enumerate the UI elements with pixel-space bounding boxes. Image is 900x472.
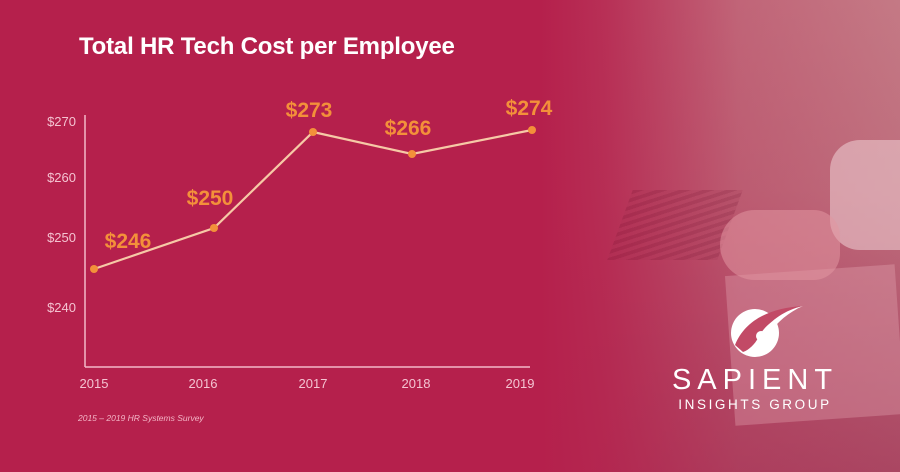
data-labels: $246 $250 $273 $266 $274 bbox=[105, 97, 553, 253]
y-tick-label: $240 bbox=[47, 300, 76, 315]
x-tick-label: 2018 bbox=[402, 376, 431, 391]
data-point-2019 bbox=[528, 126, 536, 134]
x-tick-label: 2017 bbox=[299, 376, 328, 391]
x-tick-label: 2019 bbox=[506, 376, 535, 391]
data-label-2016: $250 bbox=[187, 187, 234, 210]
data-point-2017 bbox=[309, 128, 317, 136]
data-point-2016 bbox=[210, 224, 218, 232]
source-note: 2015 – 2019 HR Systems Survey bbox=[78, 413, 204, 423]
shirt-sleeve-image bbox=[830, 140, 900, 250]
data-label-2018: $266 bbox=[385, 117, 432, 140]
x-tick-label: 2015 bbox=[80, 376, 109, 391]
data-label-2017: $273 bbox=[286, 99, 333, 122]
chart-title: Total HR Tech Cost per Employee bbox=[79, 33, 455, 60]
data-point-2015 bbox=[90, 265, 98, 273]
data-markers bbox=[90, 126, 536, 273]
data-label-2019: $274 bbox=[506, 97, 553, 120]
brand-tagline: INSIGHTS GROUP bbox=[678, 397, 832, 412]
hand-image bbox=[720, 210, 840, 280]
data-label-2015: $246 bbox=[105, 230, 152, 253]
sapient-logo-icon bbox=[731, 306, 803, 357]
y-tick-labels: $270 $260 $250 $240 bbox=[47, 114, 76, 315]
y-tick-label: $270 bbox=[47, 114, 76, 129]
x-tick-labels: 2015 2016 2017 2018 2019 bbox=[80, 376, 535, 391]
y-tick-label: $250 bbox=[47, 230, 76, 245]
x-tick-label: 2016 bbox=[189, 376, 218, 391]
axes bbox=[84, 115, 530, 368]
series-line bbox=[93, 128, 533, 271]
brand-name: SAPIENT bbox=[671, 364, 839, 396]
data-point-2018 bbox=[408, 150, 416, 158]
y-tick-label: $260 bbox=[47, 170, 76, 185]
background-photo bbox=[540, 0, 900, 472]
